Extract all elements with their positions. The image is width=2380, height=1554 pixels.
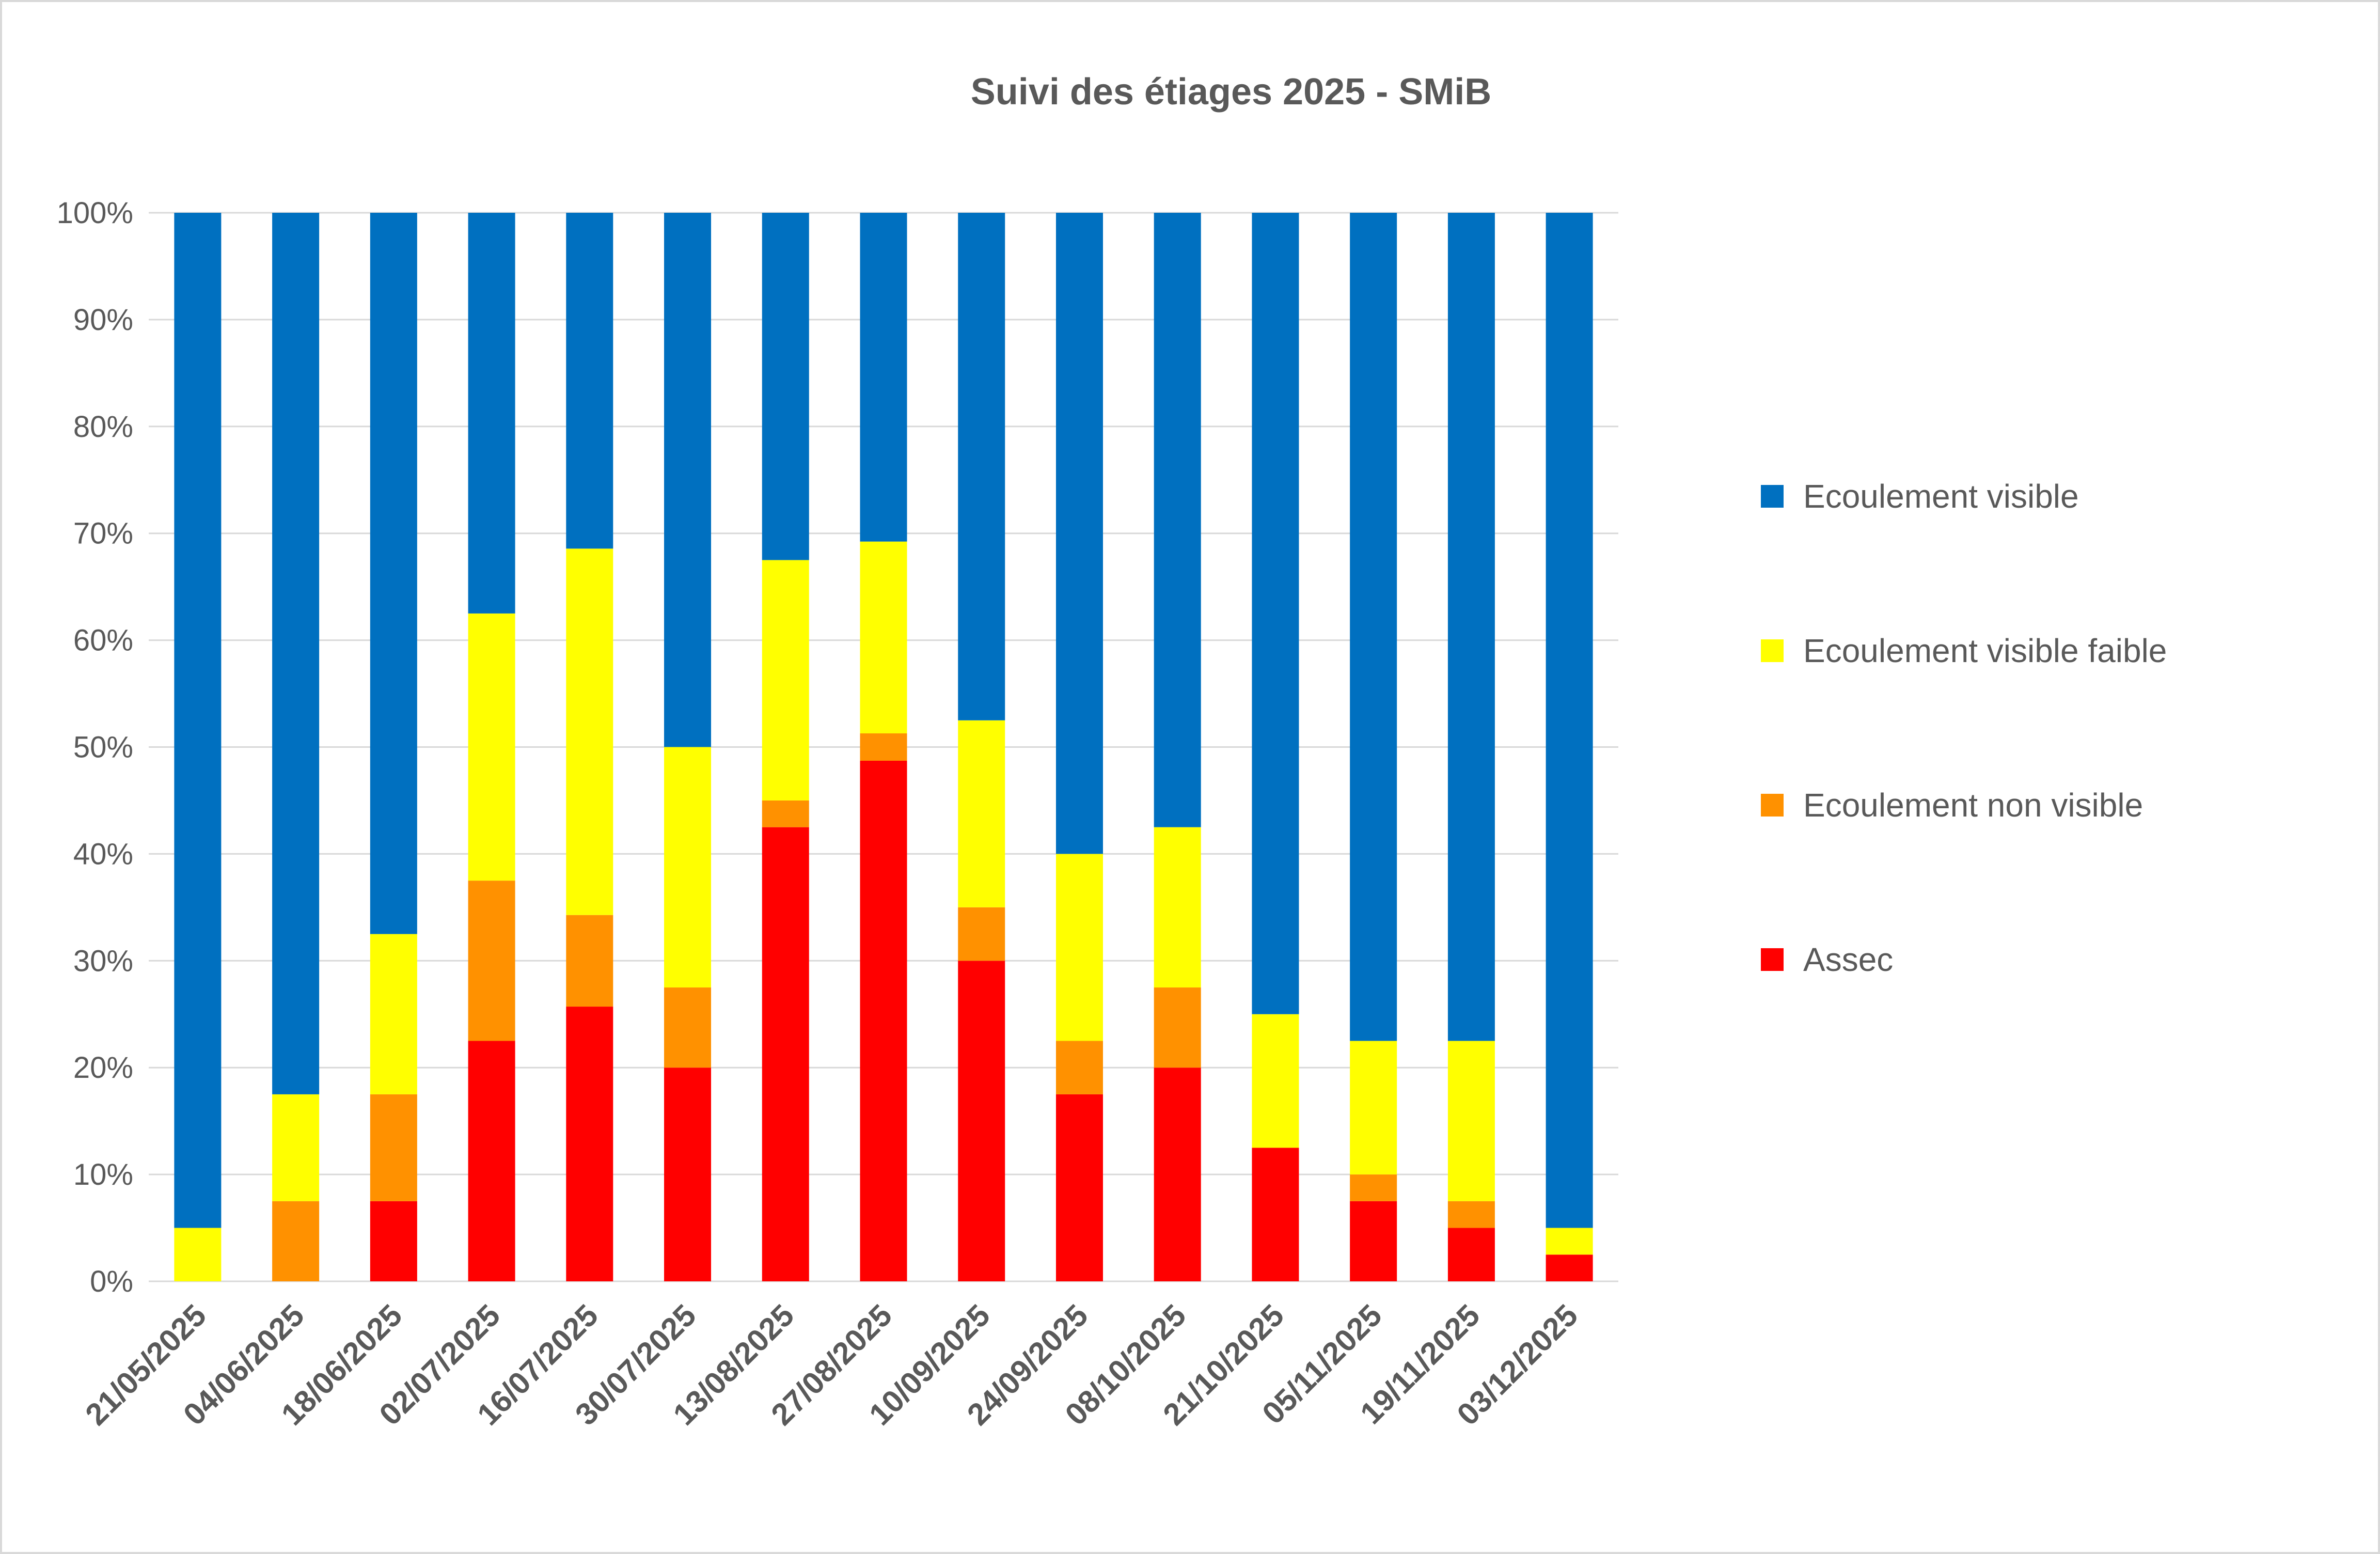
legend-label: Assec xyxy=(1803,941,1893,978)
bar-segment-ecoulement-visible xyxy=(1546,213,1593,1228)
bar-segment-ecoulement-visible xyxy=(860,213,907,542)
bar-segment-ecoulement-visible xyxy=(566,213,613,549)
bar-segment-assec xyxy=(370,1201,417,1281)
y-tick-label: 70% xyxy=(73,517,133,551)
bar-segment-ecoulement-visible xyxy=(468,213,515,614)
bar-segment-ecoulement-visible xyxy=(1252,213,1299,1014)
bar-segment-assec xyxy=(860,760,907,1281)
bar-segment-ecoulement-visible xyxy=(1055,213,1103,854)
y-axis-ticks: 0% 10% 20% 30% 40% 50% 60% 70% 80% 90% 100% xyxy=(57,196,133,1298)
bar-segment-assec xyxy=(1350,1201,1397,1281)
bar-segment-assec xyxy=(762,827,809,1281)
y-tick-label: 10% xyxy=(73,1158,133,1191)
bar-segment-ecoulement-visible-faible xyxy=(762,560,809,800)
bar-segment-assec xyxy=(1252,1148,1299,1281)
bar-segment-assec xyxy=(566,1007,613,1281)
legend-swatch xyxy=(1761,639,1784,662)
bar-segment-ecoulement-non-visible xyxy=(958,907,1005,961)
bar-segment-ecoulement-visible xyxy=(1350,213,1397,1041)
bar-segment-ecoulement-visible-faible xyxy=(1252,1014,1299,1148)
y-tick-label: 50% xyxy=(73,731,133,764)
bar-segment-ecoulement-visible xyxy=(664,213,712,747)
y-tick-label: 40% xyxy=(73,837,133,871)
y-tick-label: 80% xyxy=(73,410,133,444)
bar-segment-ecoulement-visible-faible xyxy=(1447,1041,1495,1201)
bar-segment-ecoulement-visible-faible xyxy=(1546,1228,1593,1255)
bar-segment-ecoulement-visible-faible xyxy=(566,548,613,915)
legend-swatch xyxy=(1761,485,1784,508)
y-tick-label: 0% xyxy=(90,1265,133,1298)
bar-segment-ecoulement-non-visible xyxy=(468,881,515,1041)
bars xyxy=(174,213,1593,1281)
y-tick-label: 30% xyxy=(73,944,133,978)
bar-segment-ecoulement-visible xyxy=(1154,213,1201,827)
legend-item: Ecoulement visible xyxy=(1761,478,2079,515)
bar-segment-assec xyxy=(468,1041,515,1281)
bar-segment-ecoulement-visible xyxy=(272,213,320,1094)
bar-segment-ecoulement-visible-faible xyxy=(1055,854,1103,1041)
bar-segment-ecoulement-visible-faible xyxy=(664,747,712,988)
bar-segment-ecoulement-visible-faible xyxy=(1154,827,1201,988)
bar-segment-assec xyxy=(958,961,1005,1281)
bar-segment-ecoulement-visible-faible xyxy=(174,1228,222,1281)
bar-segment-ecoulement-non-visible xyxy=(566,915,613,1007)
bar-segment-ecoulement-visible xyxy=(958,213,1005,720)
bar-segment-ecoulement-visible-faible xyxy=(468,613,515,881)
legend: Ecoulement visible Ecoulement visible fai… xyxy=(1761,478,2167,978)
bar-segment-ecoulement-visible-faible xyxy=(958,720,1005,907)
legend-item: Ecoulement non visible xyxy=(1761,787,2143,824)
bar-segment-ecoulement-non-visible xyxy=(1154,987,1201,1068)
bar-segment-ecoulement-visible-faible xyxy=(370,934,417,1094)
bar-segment-assec xyxy=(1055,1094,1103,1281)
bar-segment-ecoulement-visible-faible xyxy=(860,541,907,734)
bar-segment-ecoulement-non-visible xyxy=(1055,1041,1103,1094)
legend-label: Ecoulement visible faible xyxy=(1803,632,2167,669)
bar-segment-ecoulement-visible xyxy=(174,213,222,1228)
legend-swatch xyxy=(1761,948,1784,971)
bar-segment-ecoulement-non-visible xyxy=(762,800,809,827)
bar-segment-ecoulement-non-visible xyxy=(664,987,712,1068)
bar-segment-ecoulement-non-visible xyxy=(1350,1174,1397,1201)
bar-segment-ecoulement-non-visible xyxy=(272,1201,320,1281)
bar-segment-assec xyxy=(1447,1228,1495,1281)
bar-segment-ecoulement-non-visible xyxy=(1447,1201,1495,1228)
legend-item: Assec xyxy=(1761,941,1893,978)
bar-segment-ecoulement-non-visible xyxy=(370,1094,417,1201)
y-tick-label: 90% xyxy=(73,303,133,337)
bar-segment-ecoulement-visible xyxy=(370,213,417,934)
bar-segment-ecoulement-visible xyxy=(1447,213,1495,1041)
y-tick-label: 60% xyxy=(73,624,133,657)
legend-swatch xyxy=(1761,794,1784,817)
bar-segment-ecoulement-non-visible xyxy=(860,733,907,761)
y-tick-label: 100% xyxy=(57,196,133,230)
legend-label: Ecoulement non visible xyxy=(1803,787,2143,824)
bar-segment-ecoulement-visible-faible xyxy=(272,1094,320,1201)
legend-label: Ecoulement visible xyxy=(1803,478,2079,515)
bar-segment-assec xyxy=(664,1068,712,1281)
legend-item: Ecoulement visible faible xyxy=(1761,632,2167,669)
chart-title: Suivi des étiages 2025 - SMiB xyxy=(971,71,1491,113)
bar-segment-assec xyxy=(1154,1068,1201,1281)
bar-segment-assec xyxy=(1546,1254,1593,1281)
y-tick-label: 20% xyxy=(73,1051,133,1085)
bar-segment-ecoulement-visible-faible xyxy=(1350,1041,1397,1175)
bar-segment-ecoulement-visible xyxy=(762,213,809,560)
